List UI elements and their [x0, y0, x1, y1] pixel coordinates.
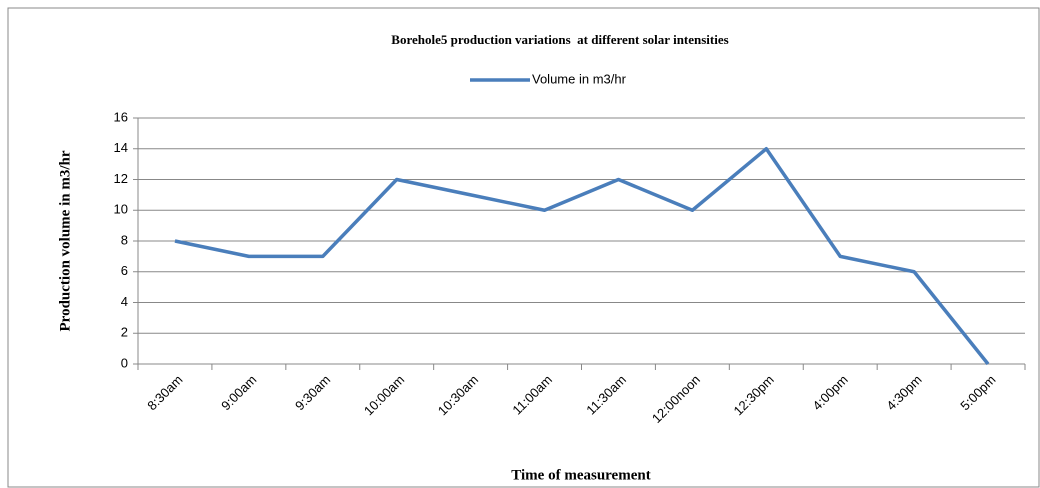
x-tick-label: 10:00am — [361, 372, 407, 418]
y-tick-label: 4 — [121, 294, 128, 309]
y-tick-label: 14 — [114, 140, 128, 155]
y-tick-label: 0 — [121, 355, 128, 370]
x-tick-label: 4:00pm — [809, 372, 850, 413]
x-tick-label: 5:00pm — [957, 372, 998, 413]
y-tick-label: 16 — [114, 109, 128, 124]
y-tick-label: 12 — [114, 171, 128, 186]
y-tick-label: 10 — [114, 202, 128, 217]
x-tick-label: 9:30am — [292, 372, 333, 413]
y-tick-label: 8 — [121, 232, 128, 247]
x-tick-label: 8:30am — [144, 372, 185, 413]
series-line — [174, 147, 990, 366]
x-axis-label: Time of measurement — [511, 467, 650, 483]
x-tick-label: 11:00am — [509, 372, 555, 418]
y-tick-label: 6 — [121, 263, 128, 278]
legend-label: Volume in m3/hr — [532, 71, 627, 86]
x-tick-label: 12:30pm — [730, 372, 776, 418]
x-tick-label: 10:30am — [435, 372, 481, 418]
y-axis-label: Production volume in m3/hr — [57, 150, 73, 331]
x-tick-label: 11:30am — [583, 372, 629, 418]
x-tick-label: 9:00am — [218, 372, 259, 413]
chart-border — [7, 7, 1040, 488]
x-tick-label: 4:30pm — [883, 372, 924, 413]
chart-title: Borehole5 production variations at diffe… — [391, 32, 728, 47]
x-tick-label: 12:00noon — [649, 372, 703, 426]
y-tick-label: 2 — [121, 325, 128, 340]
